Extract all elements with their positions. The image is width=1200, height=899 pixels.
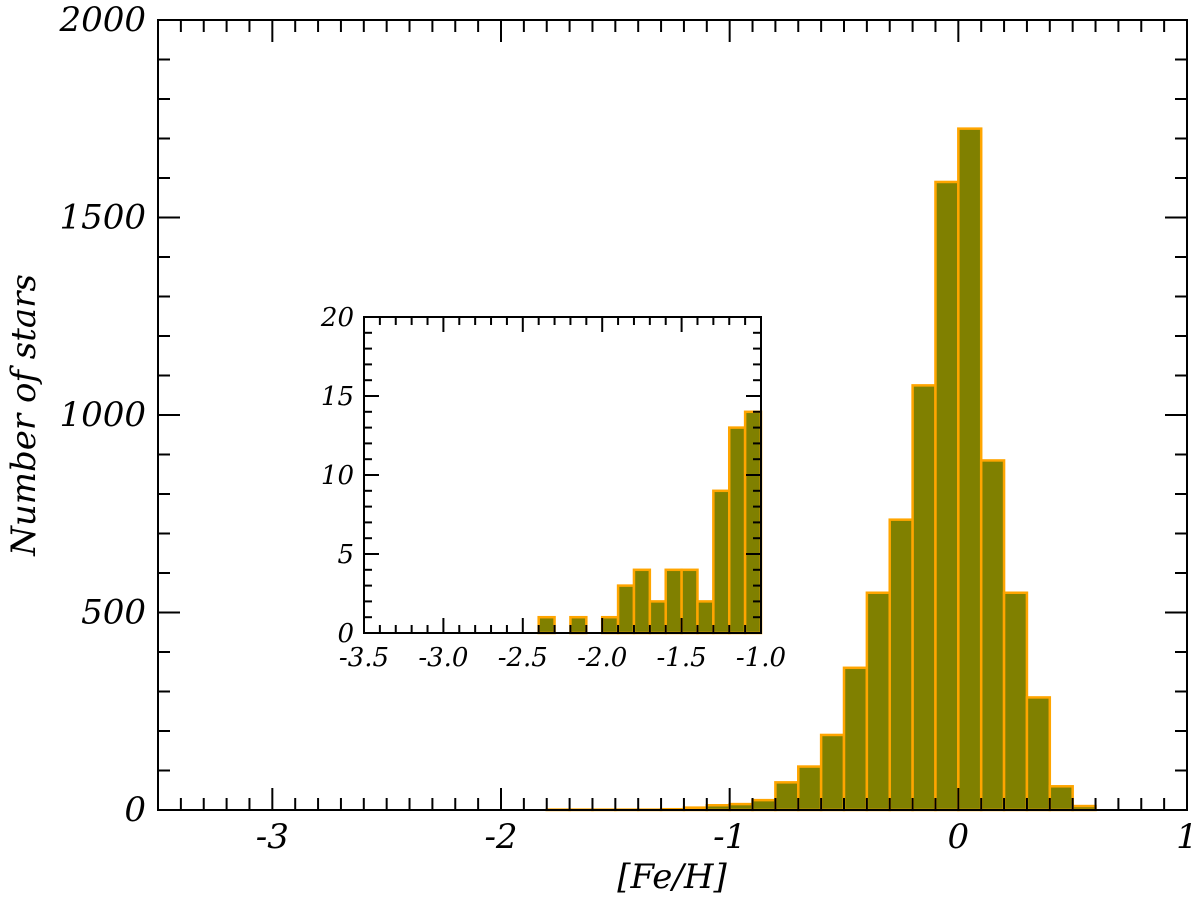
main-y-tick-label: 0 (124, 790, 146, 830)
main-x-tick-label: -1 (713, 817, 746, 857)
inset-bar-10 (727, 426, 747, 635)
inset-bar-0 (537, 615, 556, 635)
inset-bar-3 (616, 584, 636, 635)
main-x-tick-label: -2 (484, 817, 517, 857)
main-x-tick-label: 1 (1176, 817, 1198, 857)
main-bar-20 (1002, 591, 1029, 812)
main-y-tick-label: 1000 (59, 395, 146, 435)
main-plot-frame (157, 19, 1188, 811)
main-bar-19 (979, 459, 1006, 812)
inset-x-tick-label: -3.5 (339, 643, 389, 673)
main-bar-18 (957, 127, 983, 812)
inset-y-tick-label: 15 (321, 382, 354, 412)
inset-bar-7 (680, 568, 699, 635)
main-bar-14 (865, 591, 891, 812)
inset-x-tick-label: -1.0 (736, 643, 786, 673)
main-x-tick-label: 0 (948, 817, 970, 857)
y-axis-title: Number of stars (4, 274, 44, 557)
inset-plot-tick-labels: -3.5 -3.0 -2.5 -2.0 -1.5 -1.0 0 5 10 15 20 (320, 303, 786, 673)
main-bar-13 (842, 666, 869, 812)
inset-bar-6 (664, 568, 683, 635)
main-y-tick-label: 2000 (58, 0, 146, 40)
inset-x-tick-label: -3.0 (418, 643, 468, 673)
inset-bar-2 (600, 615, 620, 635)
main-bar-9 (751, 798, 777, 812)
inset-y-tick-label: 0 (337, 619, 354, 649)
x-axis-title: [Fe/H] (617, 857, 727, 897)
inset-bar-8 (696, 600, 715, 635)
inset-y-tick-label: 20 (320, 303, 354, 333)
main-bar-10 (774, 781, 800, 812)
inset-background (364, 317, 761, 633)
inset-x-tick-label: -1.5 (657, 643, 707, 673)
main-y-tick-label: 1500 (59, 198, 146, 238)
inset-x-tick-label: -2.5 (498, 643, 548, 673)
inset-plot-frame (363, 316, 762, 634)
main-bar-22 (1048, 785, 1074, 812)
main-bar-11 (797, 765, 823, 812)
inset-y-tick-label: 10 (321, 461, 354, 491)
main-bar-16 (911, 384, 937, 812)
inset-x-tick-label: -2.0 (577, 643, 627, 673)
inset-bar-4 (632, 568, 652, 635)
main-plot-bars (545, 127, 1097, 812)
main-bar-21 (1025, 696, 1052, 812)
main-bar-12 (819, 733, 846, 812)
inset-bar-9 (712, 489, 731, 635)
inset-bar-5 (648, 600, 667, 635)
inset-bar-1 (569, 615, 588, 635)
main-bar-15 (888, 518, 914, 812)
main-bar-17 (934, 180, 960, 812)
inset-y-tick-label: 5 (337, 540, 354, 570)
main-y-tick-label: 500 (81, 593, 146, 633)
inset-plot: -3.5 -3.0 -2.5 -2.0 -1.5 -1.0 0 5 10 15 20 (320, 303, 786, 673)
main-x-tick-label: -3 (256, 817, 289, 857)
